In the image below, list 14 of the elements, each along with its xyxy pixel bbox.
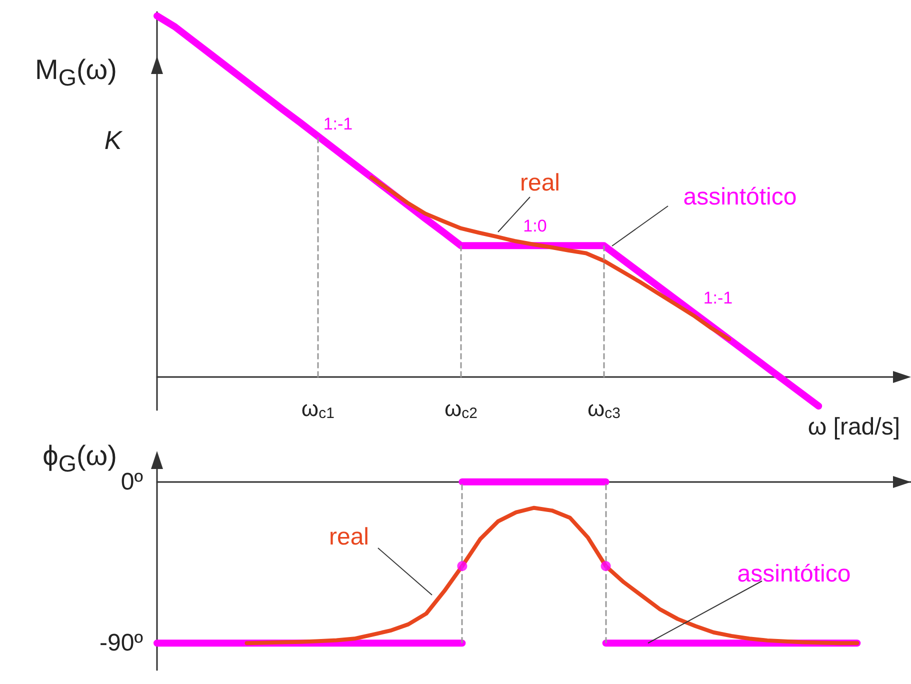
annotation: 1:-1 — [323, 114, 353, 134]
x-axis-title: ω [rad/s] — [808, 414, 900, 441]
y-tick-label: -90º — [100, 630, 144, 657]
annotation: real — [328, 524, 370, 550]
y-axis-title: M$_{G}$(ω) — [35, 54, 117, 92]
annotation: assintótico — [683, 184, 797, 210]
annotation: real — [520, 170, 560, 196]
annotation: 1:-1 — [703, 288, 733, 308]
line-series — [244, 506, 860, 646]
y-tick-label: 0º — [120, 468, 144, 496]
text: K — [104, 125, 124, 155]
annotation: assintótico — [737, 560, 851, 588]
y-axis-title: ϕ$_{G}$(ω) — [42, 440, 117, 478]
annotation: 1:0 — [523, 216, 547, 236]
